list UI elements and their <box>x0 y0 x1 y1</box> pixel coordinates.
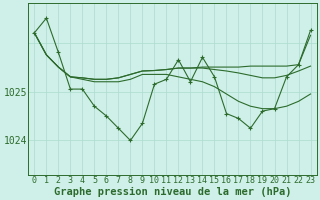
X-axis label: Graphe pression niveau de la mer (hPa): Graphe pression niveau de la mer (hPa) <box>54 186 291 197</box>
